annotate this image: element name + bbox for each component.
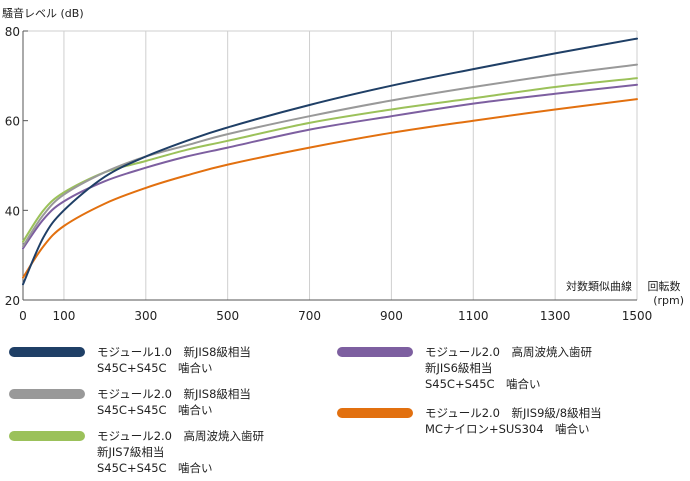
y-axis-label: 騒音レベル (dB) <box>2 6 84 20</box>
x-axis-label-line-2: (rpm) <box>653 294 684 307</box>
legend-swatch-3 <box>9 431 85 441</box>
series-line-5 <box>22 98 638 279</box>
legend-item-3: モジュール2.0 高周波焼入歯研 新JIS7級相当 S45C+S45C 噛合い <box>9 428 264 476</box>
legend-label-4-line-1: モジュール2.0 高周波焼入歯研 <box>425 345 592 359</box>
x-tick-label-3: 500 <box>216 309 239 323</box>
legend-label-5: モジュール2.0 新JIS9級/8級相当 MCナイロン+SUS304 噛合い <box>425 405 602 437</box>
legend-label-5-line-2: MCナイロン+SUS304 噛合い <box>425 422 590 436</box>
x-tick-label-1: 100 <box>52 309 75 323</box>
legend-label-4: モジュール2.0 高周波焼入歯研 新JIS6級相当 S45C+S45C 噛合い <box>425 344 592 392</box>
x-axis-label-line-1: 回転数 <box>648 280 681 293</box>
x-axis-label: 回転数 (rpm) <box>648 280 685 307</box>
legend-item-4: モジュール2.0 高周波焼入歯研 新JIS6級相当 S45C+S45C 噛合い <box>337 344 592 392</box>
x-tick-label-6: 1100 <box>458 309 489 323</box>
grid-lines <box>22 30 638 301</box>
legend-swatch-5 <box>337 408 413 418</box>
legend-label-1: モジュール1.0 新JIS8級相当 S45C+S45C 噛合い <box>97 344 251 376</box>
legend-label-3-line-3: S45C+S45C 噛合い <box>97 461 213 475</box>
legend-label-4-line-2: 新JIS6級相当 <box>425 361 493 375</box>
tick-labels: 0 100 300 500 700 900 1100 1300 1500 20 40 60 80 <box>5 25 653 323</box>
series-line-4 <box>22 83 638 250</box>
legend-item-1: モジュール1.0 新JIS8級相当 S45C+S45C 噛合い <box>9 344 251 376</box>
series-line-3 <box>22 77 638 243</box>
x-tick-label-7: 1300 <box>540 309 571 323</box>
legend-label-3: モジュール2.0 高周波焼入歯研 新JIS7級相当 S45C+S45C 噛合い <box>97 428 264 476</box>
y-tick-label-1: 40 <box>5 204 20 218</box>
legend-label-1-line-1: モジュール1.0 新JIS8級相当 <box>97 345 251 359</box>
legend-label-2: モジュール2.0 新JIS8級相当 S45C+S45C 噛合い <box>97 386 251 418</box>
y-tick-label-3: 80 <box>5 25 20 39</box>
x-tick-label-8: 1500 <box>622 309 653 323</box>
legend-swatch-1 <box>9 347 85 357</box>
legend-label-2-line-2: S45C+S45C 噛合い <box>97 403 213 417</box>
x-tick-label-4: 700 <box>298 309 321 323</box>
x-tick-label-0: 0 <box>19 309 27 323</box>
legend-swatch-4 <box>337 347 413 357</box>
series-line-1 <box>22 37 638 286</box>
legend-item-2: モジュール2.0 新JIS8級相当 S45C+S45C 噛合い <box>9 386 251 418</box>
legend-label-1-line-2: S45C+S45C 噛合い <box>97 361 213 375</box>
x-tick-label-2: 300 <box>134 309 157 323</box>
series-layer <box>22 37 638 286</box>
y-tick-label-0: 20 <box>5 294 20 308</box>
x-tick-label-5: 900 <box>380 309 403 323</box>
legend-label-3-line-2: 新JIS7級相当 <box>97 445 165 459</box>
series-line-2 <box>22 63 638 248</box>
y-tick-label-2: 60 <box>5 115 20 129</box>
legend-label-4-line-3: S45C+S45C 噛合い <box>425 377 541 391</box>
annotation-label: 対数類似曲線 <box>566 279 632 293</box>
legend-item-5: モジュール2.0 新JIS9級/8級相当 MCナイロン+SUS304 噛合い <box>337 405 602 437</box>
legend-label-2-line-1: モジュール2.0 新JIS8級相当 <box>97 387 251 401</box>
legend-swatch-2 <box>9 389 85 399</box>
legend-label-5-line-1: モジュール2.0 新JIS9級/8級相当 <box>425 406 602 420</box>
legend-label-3-line-1: モジュール2.0 高周波焼入歯研 <box>97 429 264 443</box>
